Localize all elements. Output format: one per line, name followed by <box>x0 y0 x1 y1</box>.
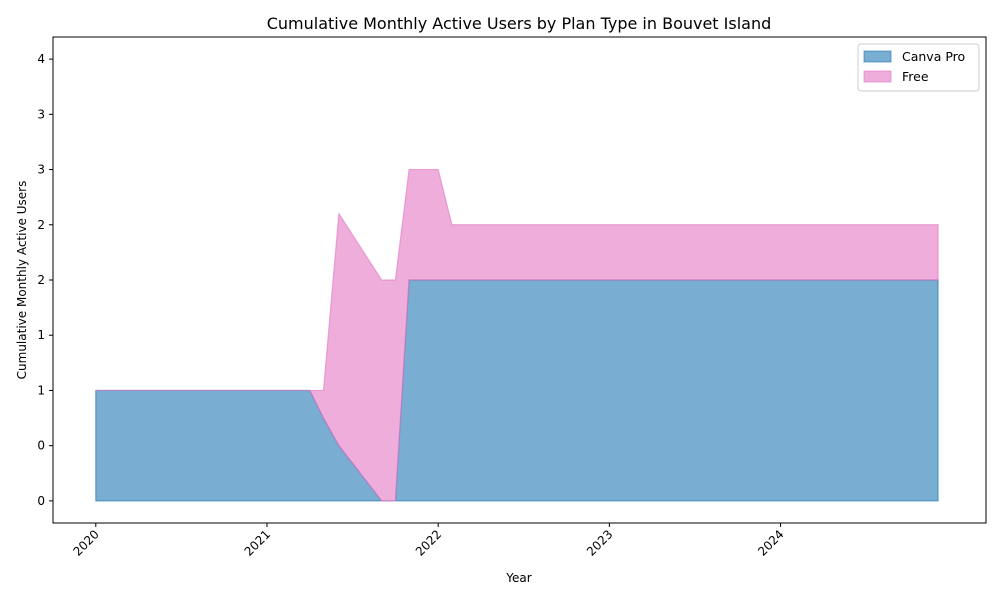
legend-label-canva-pro: Canva Pro <box>902 49 965 64</box>
legend-label-free: Free <box>902 69 929 84</box>
y-tick-label: 4 <box>37 52 45 66</box>
y-tick-label: 0 <box>37 494 45 508</box>
y-tick-label: 0 <box>37 439 45 453</box>
y-tick-label: 2 <box>37 273 45 287</box>
y-tick-label: 3 <box>37 107 45 121</box>
y-axis: 0 0 1 1 2 2 3 3 4 <box>37 52 53 508</box>
plot-areas <box>95 168 939 502</box>
area-free <box>95 168 939 502</box>
y-tick-label: 1 <box>37 383 45 397</box>
y-axis-label: Cumulative Monthly Active Users <box>15 181 29 380</box>
legend: Canva Pro Free <box>857 43 980 92</box>
y-tick-label: 1 <box>37 328 45 342</box>
legend-swatch-free <box>863 70 892 83</box>
chart-title: Cumulative Monthly Active Users by Plan … <box>267 14 772 33</box>
y-tick-label: 2 <box>37 218 45 232</box>
x-axis-label: Year <box>505 571 531 585</box>
legend-swatch-canva-pro <box>863 50 892 63</box>
y-tick-label: 3 <box>37 163 45 177</box>
